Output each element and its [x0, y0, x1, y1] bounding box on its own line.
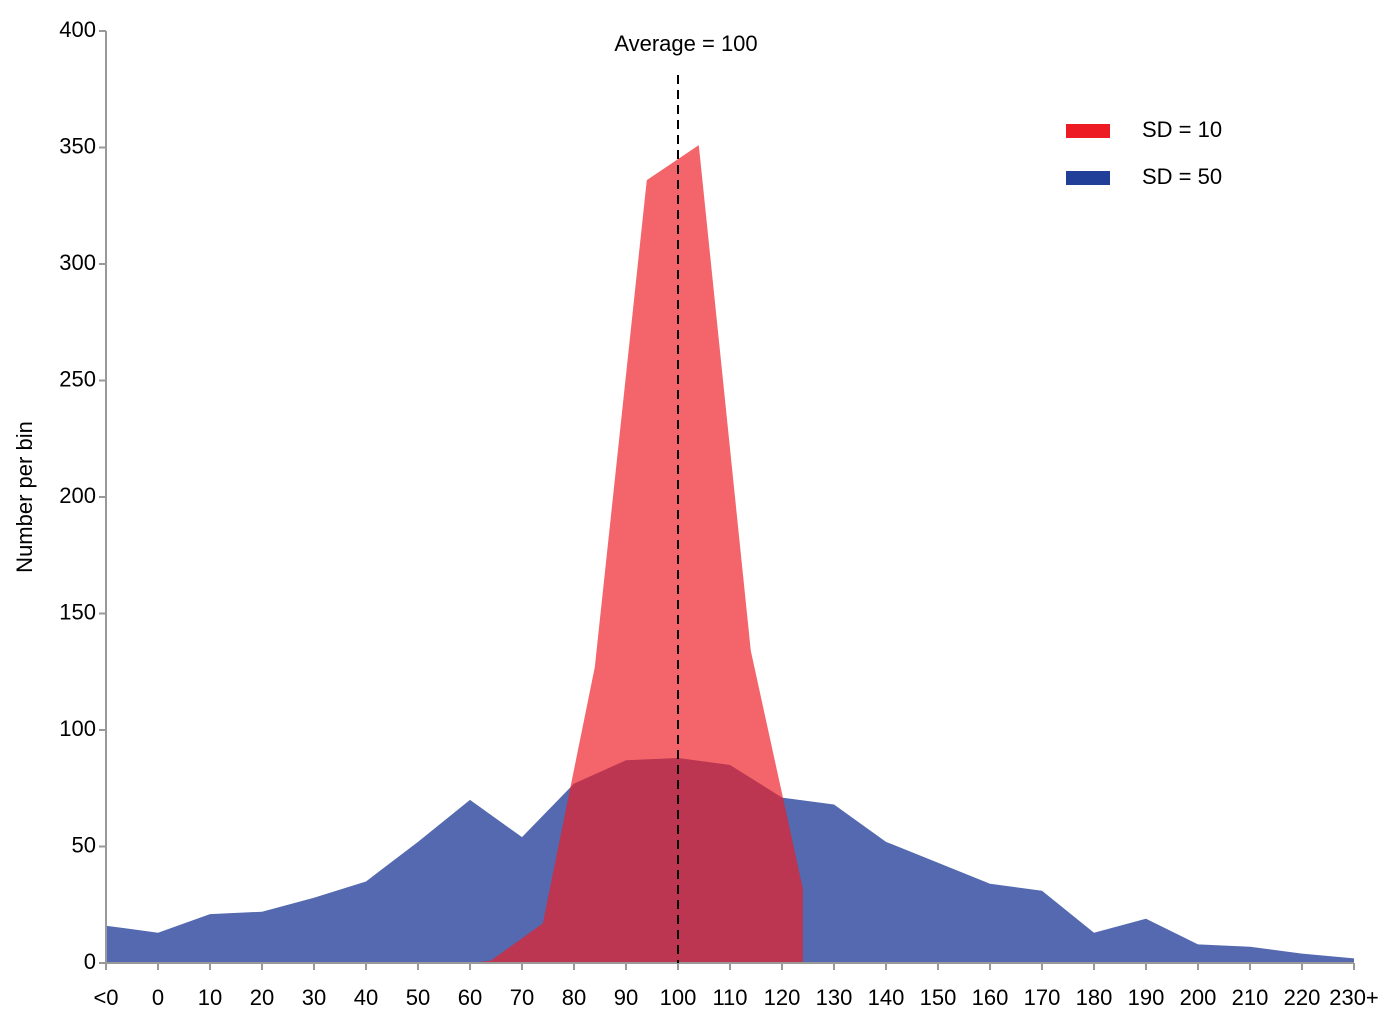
x-tick-label: 110 — [712, 985, 747, 1010]
x-tick-label: 220 — [1284, 985, 1321, 1010]
x-tick-label: 70 — [510, 985, 534, 1010]
x-tick-label: 0 — [152, 985, 164, 1010]
area — [470, 145, 803, 964]
x-tick-label: 130 — [816, 985, 853, 1010]
y-tick-label: 200 — [59, 483, 96, 508]
x-tick-label: 90 — [614, 985, 638, 1010]
y-tick-label: 50 — [72, 832, 96, 857]
legend-swatch — [1066, 171, 1110, 185]
x-tick-label: 60 — [458, 985, 482, 1010]
x-tick-label: 210 — [1232, 985, 1269, 1010]
y-tick-label: 400 — [59, 17, 96, 42]
legend-label: SD = 10 — [1142, 117, 1222, 142]
x-tick-label: 180 — [1076, 985, 1113, 1010]
x-tick-label: 200 — [1180, 985, 1217, 1010]
x-tick-label: 120 — [764, 985, 801, 1010]
y-tick-label: 250 — [59, 366, 96, 391]
x-tick-label: 80 — [562, 985, 586, 1010]
legend-label: SD = 50 — [1142, 164, 1222, 189]
x-tick-label: 30 — [302, 985, 326, 1010]
y-tick-label: 0 — [84, 949, 96, 974]
x-tick-label: 230+ — [1329, 985, 1379, 1010]
x-tick-label: <0 — [93, 985, 118, 1010]
y-tick-label: 350 — [59, 133, 96, 158]
x-tick-label: 190 — [1128, 985, 1165, 1010]
y-tick-label: 150 — [59, 599, 96, 624]
x-tick-label: 100 — [660, 985, 697, 1010]
x-tick-label: 20 — [250, 985, 274, 1010]
x-tick-label: 160 — [972, 985, 1009, 1010]
legend-swatch — [1066, 124, 1110, 138]
x-tick-label: 150 — [920, 985, 957, 1010]
x-tick-label: 170 — [1024, 985, 1061, 1010]
y-tick-label: 100 — [59, 716, 96, 741]
annotation: Average = 100 — [614, 31, 757, 56]
y-tick-label: 300 — [59, 250, 96, 275]
x-tick-label: 10 — [198, 985, 222, 1010]
y-axis-label: Number per bin — [12, 421, 37, 573]
x-tick-label: 40 — [354, 985, 378, 1010]
x-tick-label: 140 — [868, 985, 905, 1010]
x-tick-label: 50 — [406, 985, 430, 1010]
